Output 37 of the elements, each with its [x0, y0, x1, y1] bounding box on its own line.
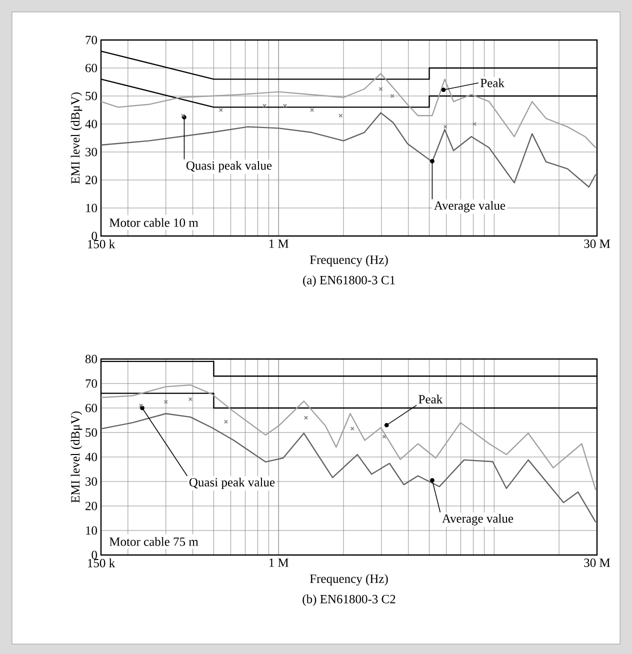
annotation: Average value — [442, 514, 514, 526]
annotation: Quasi peak value — [189, 478, 275, 490]
x-tick-label: 1 M — [269, 240, 288, 248]
y-tick-label: 10 — [86, 204, 98, 212]
x-tick-label: 30 M — [584, 558, 610, 567]
y-tick-label: 0 — [92, 550, 98, 560]
x-axis-title: Frequency (Hz) — [310, 255, 388, 267]
y-tick-label: 40 — [85, 120, 98, 128]
x-tick-label: 150 k — [88, 240, 116, 248]
text: (a) EN61800-3 C1 — [303, 276, 395, 287]
x-tick-label: 150 k — [88, 558, 116, 568]
y-tick-label: 60 — [86, 64, 98, 72]
annotation: Peak — [480, 78, 504, 88]
y-tick-label: 80 — [85, 354, 98, 364]
annotation: Peak — [418, 394, 443, 404]
x-tick-label: 1 M — [269, 558, 288, 567]
y-tick-label: 20 — [86, 176, 98, 184]
x-axis-title: Frequency (Hz) — [310, 574, 388, 586]
y-axis-title: EMI level (dBμV) — [70, 92, 82, 184]
annotation: Quasi peak value — [186, 160, 272, 172]
y-tick-label: 50 — [86, 92, 98, 100]
y-tick-label: 30 — [86, 148, 98, 156]
y-tick-label: 60 — [86, 404, 98, 412]
x-tick-label: 30 M — [584, 240, 610, 248]
annotation: Motor cable 75 m — [110, 537, 198, 546]
annotation: Motor cable 10 m — [110, 218, 198, 227]
y-tick-label: 70 — [86, 379, 98, 388]
y-axis-title: EMI level (dBμV) — [70, 412, 82, 503]
text: (b) EN61800-3 C2 — [302, 594, 396, 606]
y-tick-label: 50 — [86, 428, 98, 437]
y-tick-label: 10 — [86, 526, 98, 535]
y-tick-label: 40 — [85, 452, 98, 462]
annotation: Average value — [434, 200, 506, 212]
y-tick-label: 30 — [86, 477, 98, 486]
y-tick-label: 0 — [92, 232, 98, 240]
y-tick-label: 20 — [86, 502, 98, 510]
y-tick-label: 70 — [86, 36, 98, 44]
